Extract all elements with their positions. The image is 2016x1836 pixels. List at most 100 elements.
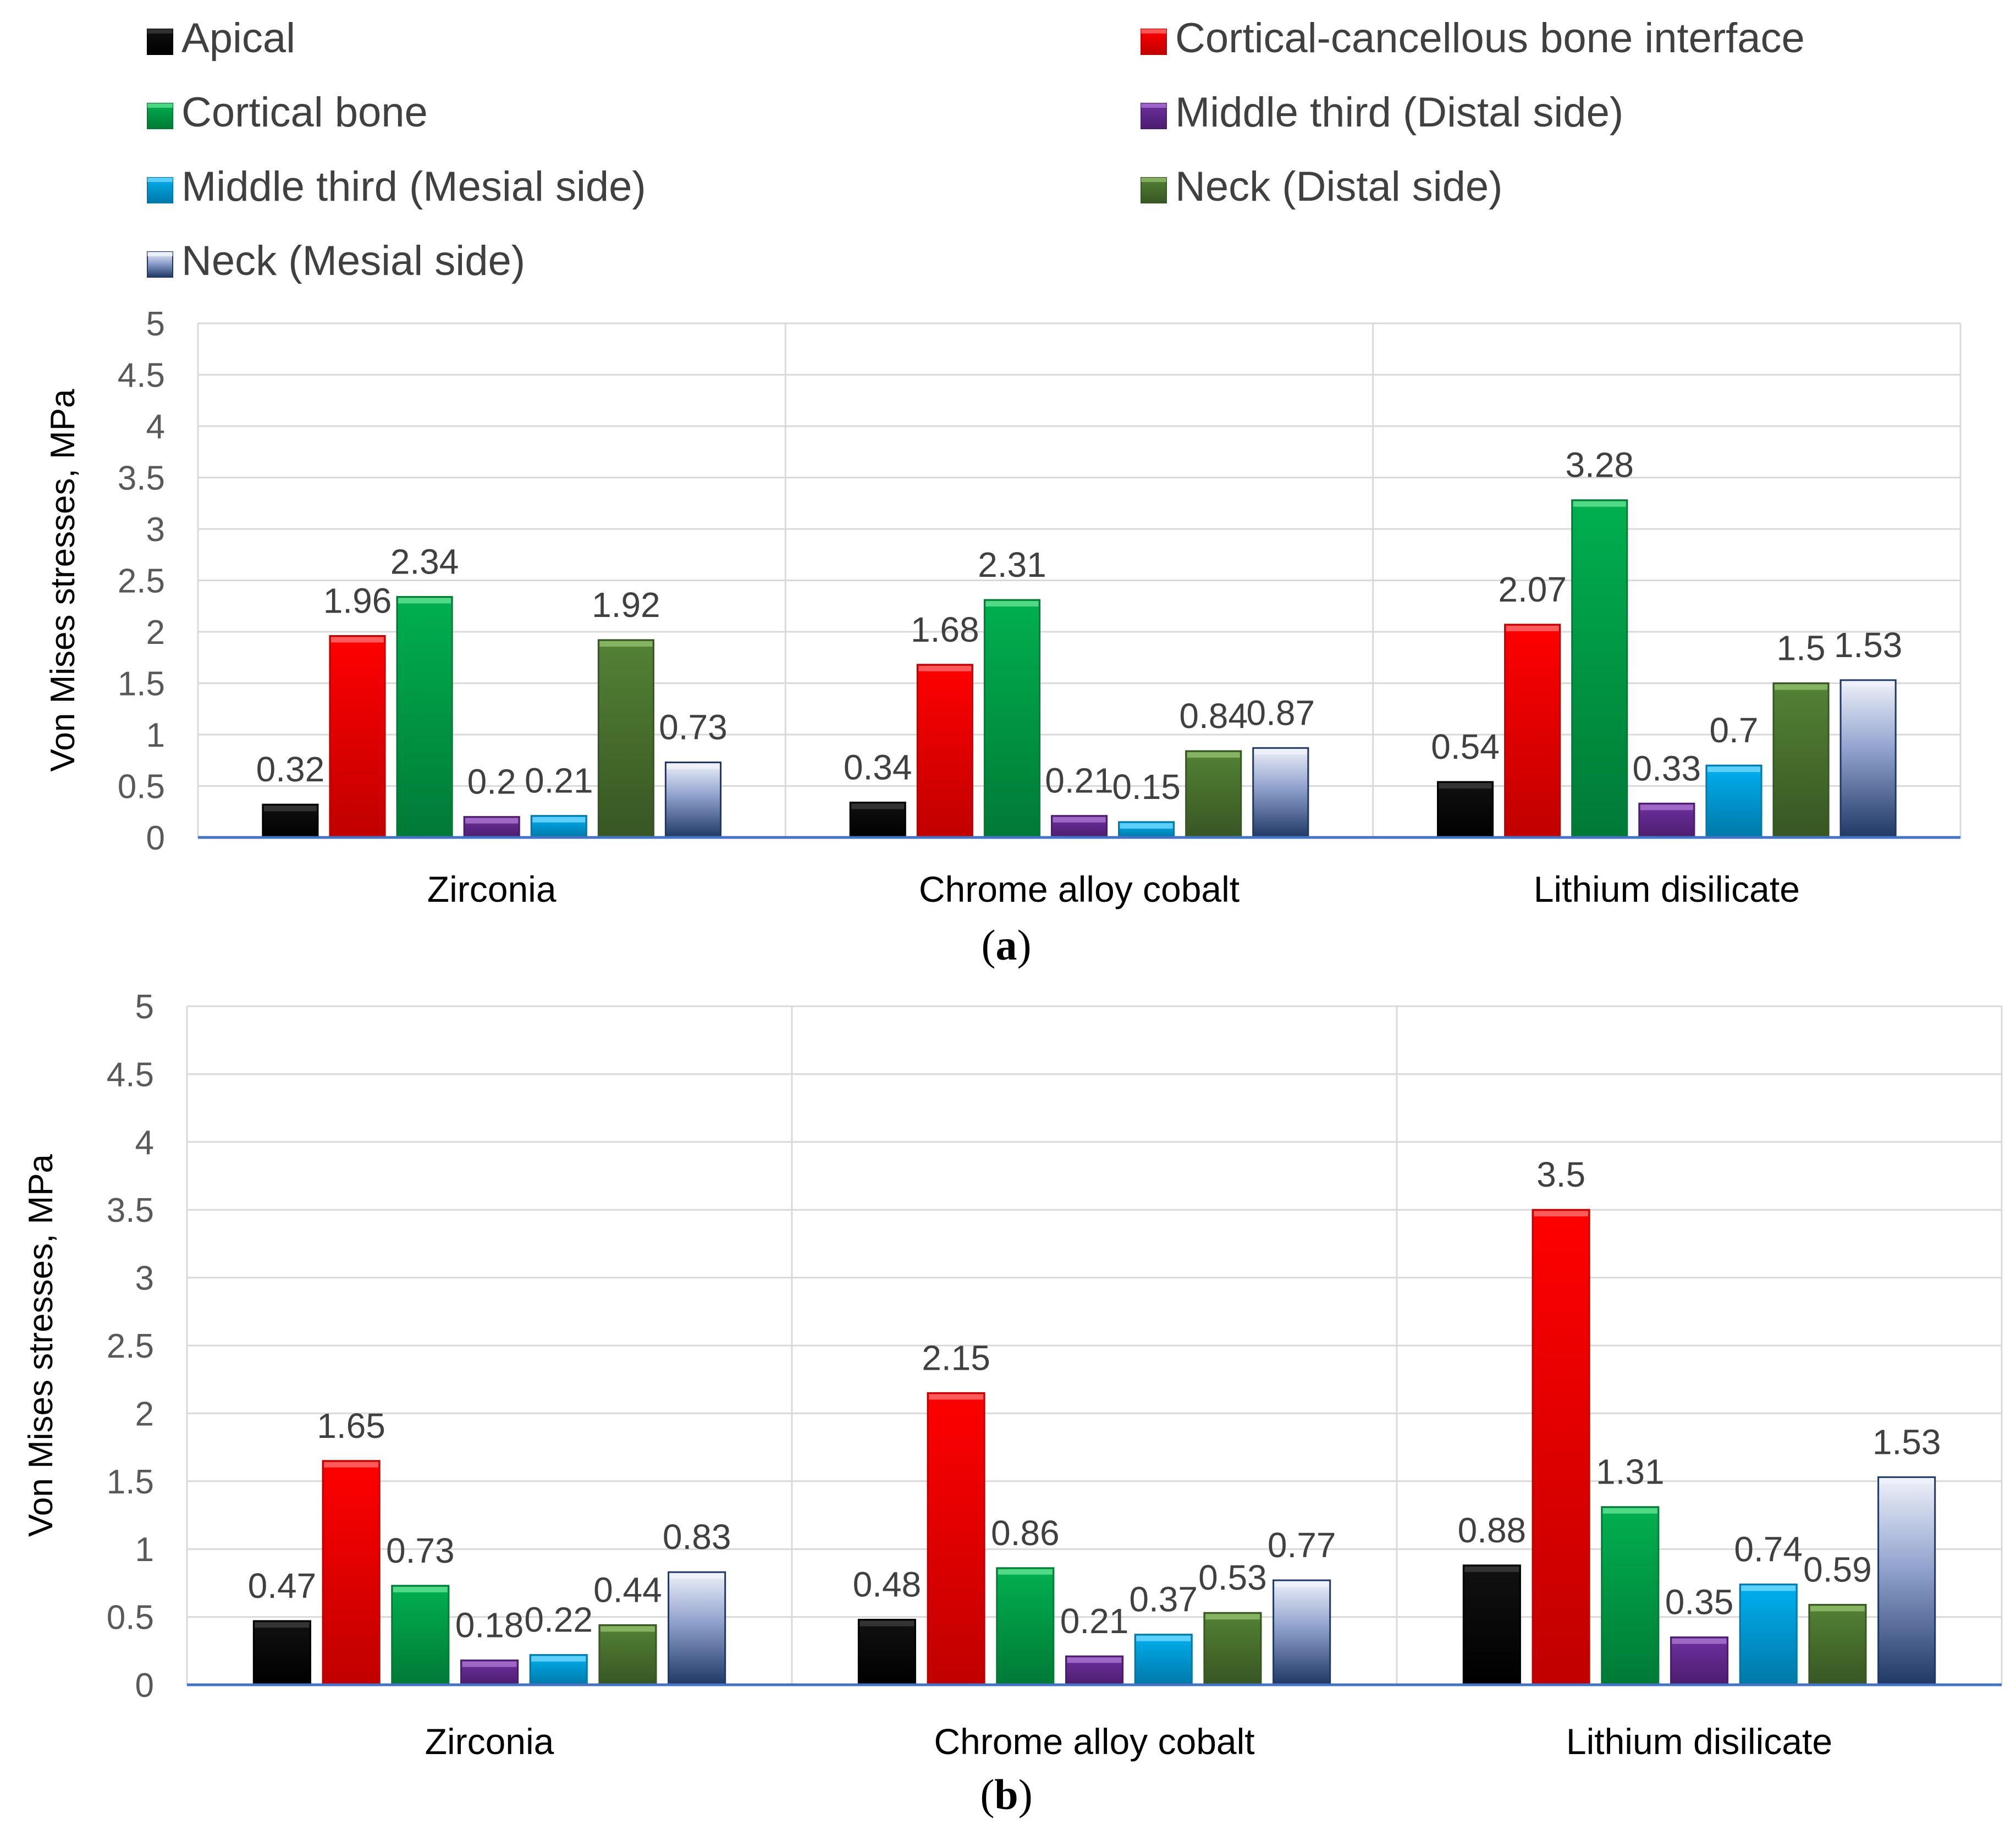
bar xyxy=(1504,624,1561,839)
data-label: 0.15 xyxy=(1112,767,1181,807)
bar-bevel xyxy=(465,818,519,824)
bar-bevel xyxy=(1842,681,1895,687)
data-label: 0.2 xyxy=(467,762,516,802)
y-tick-label: 2.5 xyxy=(118,563,165,600)
data-label: 0.22 xyxy=(524,1600,593,1640)
bar-bevel xyxy=(1573,501,1626,507)
y-tick-label: 1 xyxy=(135,1531,154,1569)
y-tick-label: 3 xyxy=(135,1260,154,1298)
bar-bevel xyxy=(929,1394,984,1400)
x-category-label: Lithium disilicate xyxy=(1534,869,1800,909)
bar xyxy=(927,1392,985,1686)
x-category-label: Zirconia xyxy=(427,869,557,909)
chart-panel-b: 0 0.5 1 1.5 2 2.5 3 3.5 4 4.5 5 Von Mises stresses,… xyxy=(22,988,2003,1818)
y-tick-label: 4.5 xyxy=(107,1056,154,1094)
bar-bevel xyxy=(1254,749,1307,755)
bar xyxy=(1134,1634,1193,1686)
bar-bevel xyxy=(851,803,905,809)
data-label: 0.7 xyxy=(1709,710,1758,750)
chart-panel-a: 0 0.5 1 1.5 2 2.5 3 3.5 4 4.5 5 Von Mises stresses,… xyxy=(44,305,1962,969)
bar xyxy=(1273,1579,1331,1686)
bar xyxy=(1705,764,1762,839)
data-label: 0.87 xyxy=(1247,693,1315,732)
bar xyxy=(1739,1583,1798,1686)
bar-bevel xyxy=(1506,625,1559,631)
bar xyxy=(1601,1506,1660,1686)
data-label: 2.31 xyxy=(978,545,1046,585)
y-tick-label: 5 xyxy=(146,305,165,343)
y-tick-label: 0.5 xyxy=(107,1599,154,1637)
bar xyxy=(391,1585,450,1686)
bar xyxy=(598,1624,657,1686)
legend-label: Neck (Mesial side) xyxy=(181,238,525,284)
legend-label: Apical xyxy=(181,15,295,62)
y-tick-label: 4 xyxy=(146,408,165,446)
panel-label: (a) xyxy=(982,921,1032,969)
data-label: 0.53 xyxy=(1198,1558,1267,1597)
data-label: 0.44 xyxy=(593,1570,662,1609)
bar-bevel xyxy=(1640,804,1693,811)
bar-bevel xyxy=(531,1656,586,1662)
y-tick-label: 4.5 xyxy=(118,357,165,395)
legend-label: Middle third (Mesial side) xyxy=(181,163,646,210)
bar xyxy=(1532,1209,1590,1686)
bar-bevel xyxy=(1602,1508,1657,1514)
bar xyxy=(916,664,973,839)
legend-label: Cortical-cancellous bone interface xyxy=(1175,15,1805,62)
legend-item: Neck (Distal side) xyxy=(1141,163,1502,210)
legend-label: Neck (Distal side) xyxy=(1175,163,1502,210)
data-label: 1.68 xyxy=(911,610,979,649)
bar-bevel xyxy=(532,817,586,823)
bar-bevel xyxy=(462,1661,517,1667)
data-label: 0.77 xyxy=(1268,1525,1336,1565)
data-label: 1.92 xyxy=(592,585,660,625)
data-label: 1.31 xyxy=(1596,1452,1665,1492)
legend: Apical Cortical-cancellous bone interface… xyxy=(147,15,1805,284)
y-axis-title: Von Mises stresses, MPa xyxy=(44,389,82,772)
bar xyxy=(597,639,654,839)
legend-item: Middle third (Mesial side) xyxy=(147,163,646,210)
bar-bevel xyxy=(985,601,1039,607)
y-tick-label: 3 xyxy=(146,511,165,549)
bar xyxy=(322,1460,381,1686)
bar-bevel xyxy=(1464,1566,1519,1572)
data-label: 0.32 xyxy=(256,749,325,789)
y-tick-label: 4 xyxy=(135,1124,154,1162)
panel-label: (b) xyxy=(980,1771,1032,1818)
y-tick-label: 0 xyxy=(146,819,165,857)
bar-bevel xyxy=(324,1462,379,1468)
data-label: 0.35 xyxy=(1665,1583,1734,1622)
x-category-label: Chrome alloy cobalt xyxy=(934,1721,1254,1762)
bar-bevel xyxy=(1136,1635,1191,1641)
y-tick-label: 0.5 xyxy=(118,768,165,806)
bar xyxy=(996,1567,1055,1686)
y-tick-label: 3.5 xyxy=(107,1192,154,1229)
y-tick-label: 0 xyxy=(135,1667,154,1705)
legend-swatch-bevel xyxy=(147,103,173,108)
data-label: 3.5 xyxy=(1536,1155,1585,1194)
bar-bevel xyxy=(255,1622,310,1628)
bar-bevel xyxy=(1707,767,1760,773)
legend-swatch-bevel xyxy=(147,252,173,256)
legend-swatch-bevel xyxy=(1141,29,1166,34)
bar xyxy=(1839,679,1897,839)
data-label: 3.28 xyxy=(1565,445,1634,485)
bar xyxy=(983,599,1040,839)
bar-bevel xyxy=(1774,684,1828,690)
data-label: 1.5 xyxy=(1777,628,1826,668)
bar-bevel xyxy=(1274,1581,1329,1587)
bar-bevel xyxy=(1534,1211,1589,1217)
bar-bevel xyxy=(331,637,384,643)
bar xyxy=(329,635,386,839)
legend-label: Middle third (Distal side) xyxy=(1175,89,1623,136)
legend-item: Cortical bone xyxy=(147,89,428,136)
bar xyxy=(668,1571,726,1686)
x-category-label: Lithium disilicate xyxy=(1566,1721,1832,1762)
bar-bevel xyxy=(1187,752,1240,758)
bar xyxy=(1252,747,1309,839)
data-label: 0.21 xyxy=(1060,1601,1129,1641)
bar-bevel xyxy=(918,665,972,671)
x-category-label: Zirconia xyxy=(425,1721,554,1762)
data-label: 0.33 xyxy=(1633,748,1701,788)
